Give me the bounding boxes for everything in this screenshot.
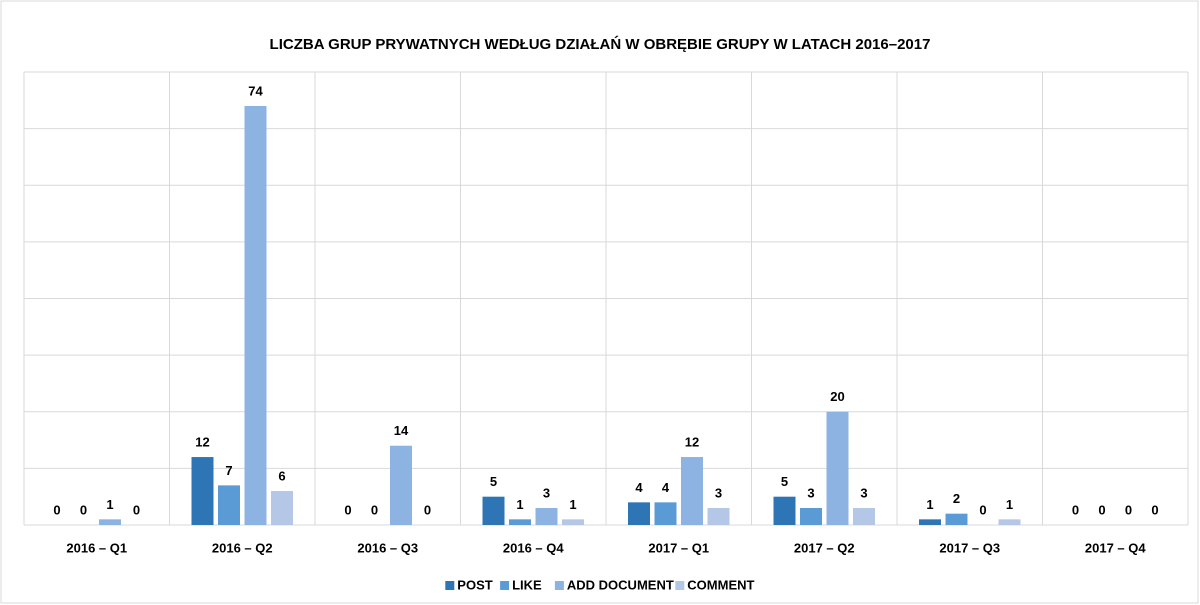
bar — [773, 496, 796, 525]
bar — [853, 508, 875, 525]
data-label: 6 — [278, 468, 285, 483]
data-label: 0 — [53, 502, 60, 517]
data-label: 0 — [1072, 502, 1079, 517]
bar — [535, 508, 558, 525]
x-tick-label: 2017 – Q3 — [939, 540, 1000, 555]
bar — [271, 491, 293, 525]
data-label: 5 — [781, 474, 788, 489]
legend-swatch — [500, 581, 510, 590]
bar — [681, 457, 703, 525]
bar — [919, 519, 941, 525]
bar — [945, 513, 968, 525]
x-tick-label: 2016 – Q1 — [66, 540, 127, 555]
bar — [998, 519, 1021, 525]
data-label: 1 — [1006, 497, 1013, 512]
legend-swatch — [445, 581, 455, 590]
bar — [390, 445, 412, 525]
data-label: 4 — [635, 480, 643, 495]
data-label: 1 — [926, 497, 933, 512]
chart-title: LICZBA GRUP PRYWATNYCH WEDŁUG DZIAŁAŃ W … — [270, 36, 931, 53]
data-label: 3 — [715, 485, 722, 500]
data-label: 0 — [371, 502, 378, 517]
x-tick-label: 2016 – Q4 — [503, 540, 564, 555]
bar — [826, 411, 849, 525]
data-label: 5 — [490, 474, 497, 489]
data-label: 20 — [830, 389, 844, 404]
bar — [562, 519, 584, 525]
data-label: 0 — [1125, 502, 1132, 517]
x-tick-label: 2017 – Q4 — [1085, 540, 1146, 555]
legend-label: LIKE — [512, 577, 542, 592]
legend-label: COMMENT — [687, 577, 754, 592]
data-label: 2 — [953, 491, 960, 506]
data-label: 0 — [80, 502, 87, 517]
data-label: 1 — [569, 497, 576, 512]
data-label: 0 — [133, 502, 140, 517]
data-label: 3 — [543, 485, 550, 500]
legend-swatch — [554, 581, 564, 590]
bar — [244, 105, 267, 525]
data-label: 12 — [195, 434, 209, 449]
x-tick-label: 2017 – Q2 — [794, 540, 855, 555]
bar — [482, 496, 505, 525]
bar — [99, 519, 121, 525]
x-tick-label: 2017 – Q1 — [648, 540, 709, 555]
data-label: 14 — [394, 423, 409, 438]
bar — [191, 457, 214, 525]
data-label: 7 — [225, 463, 232, 478]
data-label: 1 — [106, 497, 113, 512]
data-label: 74 — [248, 83, 263, 98]
x-tick-label: 2016 – Q2 — [212, 540, 273, 555]
legend-label: POST — [457, 577, 492, 592]
data-label: 12 — [685, 434, 699, 449]
data-label: 0 — [424, 502, 431, 517]
bar — [218, 485, 240, 525]
bar — [628, 502, 650, 525]
bar — [509, 519, 531, 525]
data-label: 3 — [860, 485, 867, 500]
data-label: 0 — [1098, 502, 1105, 517]
x-tick-label: 2016 – Q3 — [357, 540, 418, 555]
data-label: 0 — [979, 502, 986, 517]
bar — [800, 508, 822, 525]
data-label: 0 — [1151, 502, 1158, 517]
data-label: 0 — [344, 502, 351, 517]
legend-label: ADD DOCUMENT — [567, 577, 674, 592]
data-label: 3 — [807, 485, 814, 500]
legend-swatch — [675, 581, 685, 590]
data-label: 1 — [516, 497, 523, 512]
bar — [654, 502, 677, 525]
bar — [707, 508, 730, 525]
data-label: 4 — [662, 480, 670, 495]
